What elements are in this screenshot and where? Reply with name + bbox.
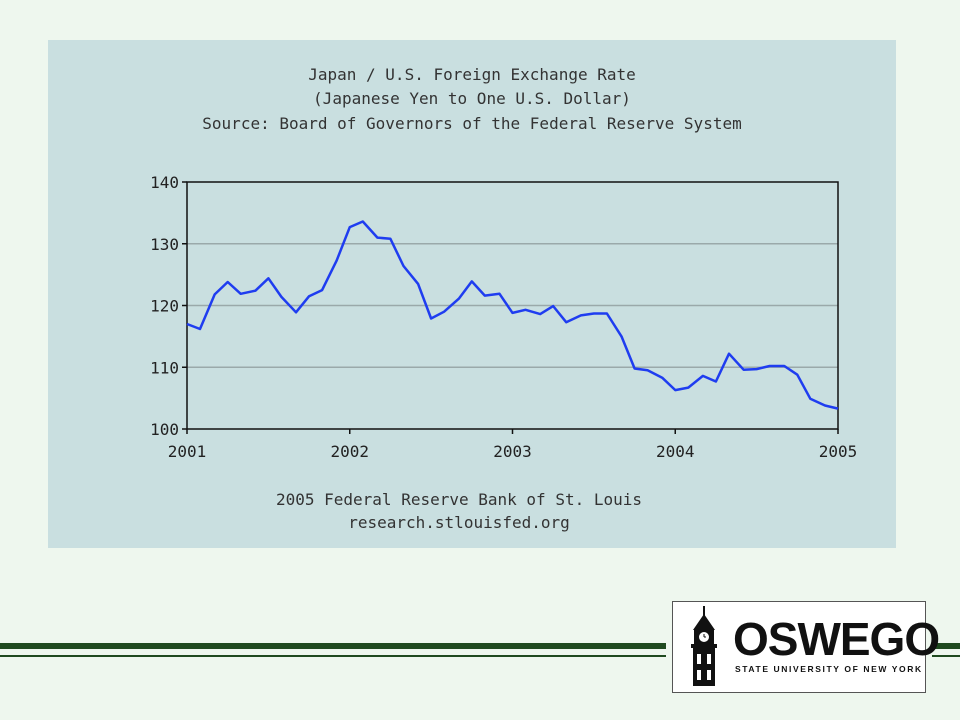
y-tick-label: 100 <box>150 420 179 439</box>
y-tick-label: 130 <box>150 235 179 254</box>
footer-rule-thin <box>0 655 666 657</box>
oswego-logo: OSWEGO STATE UNIVERSITY OF NEW YORK <box>672 601 940 693</box>
footer-rule-thick <box>0 643 666 649</box>
x-tick-label: 2001 <box>168 442 207 461</box>
axis-ticks <box>182 181 839 434</box>
axis-labels: 100 110 120 130 140 2001 2002 2003 2004 2005 <box>150 173 857 461</box>
footer-rule-thick-right <box>932 643 960 649</box>
chart-panel: Japan / U.S. Foreign Exchange Rate (Japa… <box>48 40 896 548</box>
footer-rule-thin-right <box>932 655 960 657</box>
y-tick-label: 110 <box>150 358 179 377</box>
footer-url: research.stlouisfed.org <box>348 513 570 532</box>
logo-tagline: STATE UNIVERSITY OF NEW YORK <box>735 664 923 674</box>
chart-subtitle: (Japanese Yen to One U.S. Dollar) <box>313 89 631 108</box>
y-tick-label: 120 <box>150 297 179 316</box>
exchange-rate-chart: Japan / U.S. Foreign Exchange Rate (Japa… <box>150 65 857 532</box>
x-tick-label: 2002 <box>330 442 369 461</box>
x-tick-label: 2005 <box>819 442 858 461</box>
x-tick-label: 2003 <box>493 442 532 461</box>
series-line <box>186 220 839 410</box>
footer-credit: 2005 Federal Reserve Bank of St. Louis <box>276 490 642 509</box>
chart-title: Japan / U.S. Foreign Exchange Rate <box>308 65 636 84</box>
logo-wordmark: OSWEGO <box>733 613 940 665</box>
clock-tower-icon <box>691 606 717 686</box>
y-tick-label: 140 <box>150 173 179 192</box>
x-tick-label: 2004 <box>656 442 695 461</box>
grid-lines <box>187 243 838 368</box>
chart-source: Source: Board of Governors of the Federa… <box>202 114 741 133</box>
